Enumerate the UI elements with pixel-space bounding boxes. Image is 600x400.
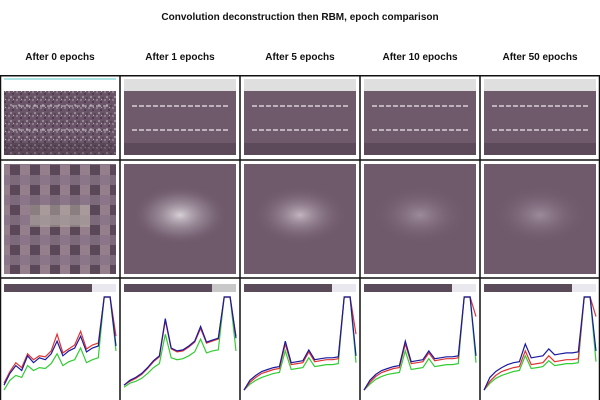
series-line-green [483,296,597,391]
column-title-0: After 0 epochs [25,52,95,63]
series-line-blue [123,296,237,386]
series-line-red [363,296,477,391]
reconstruction-image-0 [4,78,116,155]
reconstruction-image-1 [124,79,236,155]
zoomed-reconstruction-4 [484,164,596,274]
profile-chart-5 [243,296,357,391]
zoomed-reconstruction-2 [244,164,356,274]
series-line-blue [363,296,477,391]
comparison-grid [0,75,600,400]
profile-panel-1 [124,284,236,292]
series-line-green [3,296,117,391]
series-line-red [243,296,357,391]
profile-panel-0 [4,284,116,292]
reconstruction-image-3 [364,79,476,155]
series-line-blue [3,296,117,386]
profile-panel-2 [244,284,356,292]
zoomed-reconstruction-3 [364,164,476,274]
profile-panel-3 [364,284,476,292]
series-line-red [3,296,117,384]
series-line-blue [243,296,357,391]
series-line-green [363,296,477,391]
series-line-blue [483,296,597,391]
column-title-50: After 50 epochs [502,52,578,63]
profile-panel-4 [484,284,596,292]
reconstruction-image-4 [484,79,596,155]
series-line-red [123,296,237,386]
zoomed-reconstruction-1 [124,164,236,274]
column-title-10: After 10 epochs [382,52,458,63]
column-title-5: After 5 epochs [265,52,335,63]
profile-chart-10 [363,296,477,391]
profile-chart-1 [123,296,237,388]
series-line-green [243,296,357,391]
page-title: Convolution deconstruction then RBM, epo… [161,12,439,23]
profile-chart-50 [483,296,597,391]
column-title-1: After 1 epochs [145,52,215,63]
series-line-red [483,296,597,391]
series-line-green [123,296,237,388]
reconstruction-image-2 [244,79,356,155]
zoomed-reconstruction-0 [4,164,116,274]
profile-chart-0 [3,296,117,391]
